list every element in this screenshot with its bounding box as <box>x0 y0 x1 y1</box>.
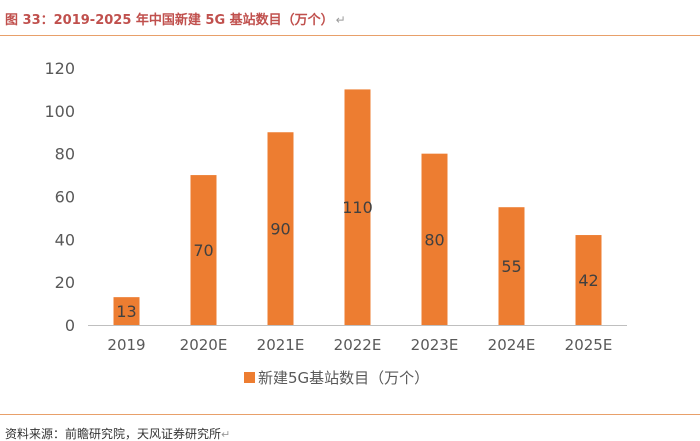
source-divider <box>0 414 700 415</box>
data-label: 90 <box>270 220 290 239</box>
x-tick-label: 2022E <box>334 336 382 354</box>
x-tick-label: 2023E <box>411 336 459 354</box>
source-return-mark-icon: ↵ <box>221 428 231 441</box>
bar <box>575 235 602 325</box>
x-tick-label: 2024E <box>488 336 536 354</box>
x-tick-label: 2021E <box>257 336 305 354</box>
bar <box>421 153 448 325</box>
data-label: 13 <box>116 302 136 321</box>
x-tick-label: 2019 <box>107 336 145 354</box>
bar <box>113 297 140 325</box>
legend-label: 新建5G基站数目（万个） <box>258 369 429 387</box>
source-note: 资料来源：前瞻研究院，天风证券研究所↵ <box>5 425 230 441</box>
data-label: 110 <box>342 198 373 217</box>
return-mark-icon: ↵ <box>335 13 346 27</box>
y-tick-label: 20 <box>55 273 75 292</box>
bar <box>267 132 294 325</box>
data-label: 42 <box>578 271 598 290</box>
bar <box>344 89 371 326</box>
data-label: 55 <box>501 257 521 276</box>
x-tick-label: 2025E <box>565 336 613 354</box>
y-tick-label: 60 <box>55 188 75 207</box>
data-label: 70 <box>193 241 213 260</box>
title-divider <box>0 35 700 36</box>
legend-swatch <box>244 372 255 383</box>
bar <box>498 207 525 325</box>
bar <box>190 175 217 325</box>
y-tick-label: 100 <box>44 102 75 121</box>
y-tick-label: 80 <box>55 145 75 164</box>
source-text: 资料来源：前瞻研究院，天风证券研究所 <box>5 427 222 441</box>
figure-title-text: 图 33：2019-2025 年中国新建 5G 基站数目（万个） <box>5 13 334 28</box>
x-tick-label: 2020E <box>180 336 228 354</box>
data-label: 80 <box>424 230 444 249</box>
figure-title: 图 33：2019-2025 年中国新建 5G 基站数目（万个） ↵ <box>5 9 346 28</box>
y-tick-label: 0 <box>65 316 75 335</box>
y-tick-label: 40 <box>55 230 75 249</box>
y-tick-label: 120 <box>44 59 75 78</box>
